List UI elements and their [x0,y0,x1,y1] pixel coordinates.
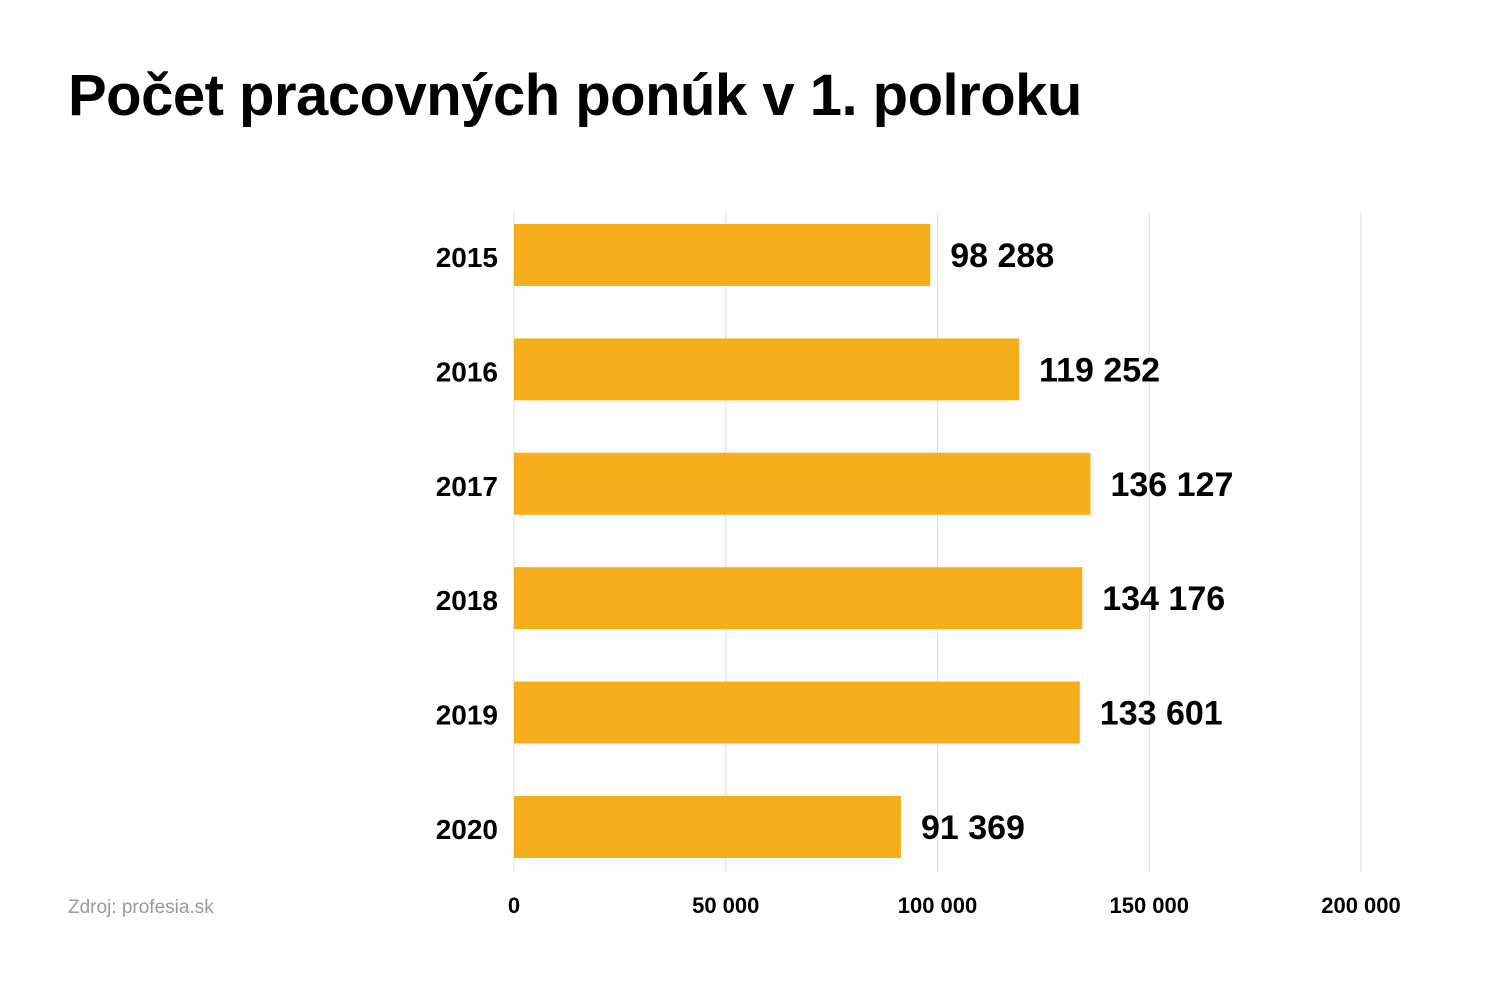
bar-2017 [514,452,1091,515]
category-label-2019: 2019 [436,700,498,731]
value-label-2020: 91 369 [921,809,1025,847]
category-label-2020: 2020 [436,814,498,845]
category-label-2018: 2018 [436,585,498,616]
value-label-2017: 136 127 [1110,466,1233,504]
chart-title: Počet pracovných ponúk v 1. polroku [68,63,1082,128]
x-tick-label-2: 100 000 [898,893,978,918]
bar-2016 [514,338,1020,401]
x-tick-label-1: 50 000 [692,893,759,918]
bars [514,224,1091,858]
x-axis-tick-labels: 0 50 000 100 000 150 000 200 000 [508,893,1401,918]
x-tick-label-3: 150 000 [1109,893,1189,918]
x-tick-label-4: 200 000 [1321,893,1401,918]
value-label-2016: 119 252 [1039,351,1160,389]
x-tick-label-0: 0 [508,893,520,918]
category-label-2015: 2015 [436,242,498,273]
grid-lines [513,212,1362,872]
value-labels: 98 288 119 252 136 127 134 176 133 601 91 369 [921,237,1233,847]
category-labels: 2015 2016 2017 2018 2019 2020 [436,242,498,845]
value-label-2015: 98 288 [950,237,1054,275]
bar-2018 [514,567,1083,630]
value-label-2018: 134 176 [1102,580,1225,618]
category-label-2017: 2017 [436,471,498,502]
bar-2015 [514,224,931,286]
value-label-2019: 133 601 [1100,695,1223,733]
bar-2020 [514,796,901,858]
source-note: Zdroj: profesia.sk [68,897,214,918]
category-label-2016: 2016 [436,356,498,387]
bar-2019 [514,681,1080,744]
